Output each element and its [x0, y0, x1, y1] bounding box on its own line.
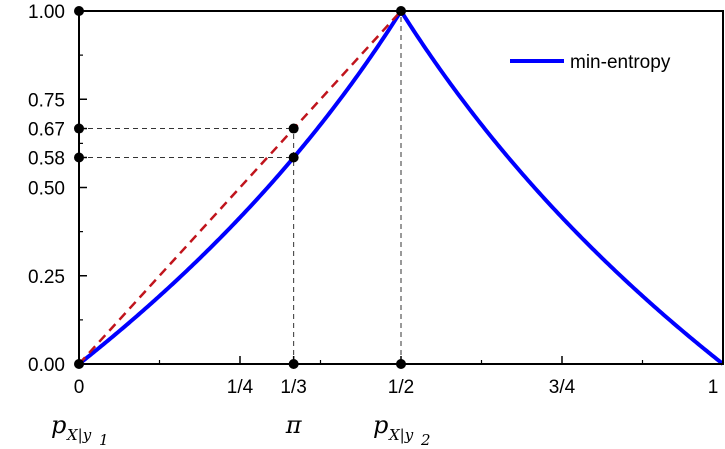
marker-points — [74, 6, 406, 369]
y-tick-label-2: 0.50 — [28, 179, 65, 200]
x-annotations: p X|y 1π p X|y 2 — [51, 411, 431, 449]
data-point-8 — [396, 6, 406, 16]
data-point-6 — [288, 123, 299, 134]
x-annotation-2: p X|y 2 — [373, 411, 431, 449]
data-point-7 — [396, 359, 406, 369]
annotation-base-2: p — [373, 411, 388, 439]
data-point-4 — [288, 359, 299, 369]
guide-lines — [79, 11, 402, 364]
y-tick-label-4: 0.67 — [28, 120, 65, 141]
annotation-sub-0: X|y — [66, 426, 92, 444]
y-tick-label-1: 0.25 — [28, 267, 65, 288]
series-1-dashed-line — [78, 10, 402, 365]
x-tick-label-3: 1/2 — [388, 377, 414, 398]
y-tick-label-0: 0.00 — [28, 355, 65, 376]
data-point-0 — [74, 359, 84, 369]
x-tick-label-5: 1 — [708, 377, 719, 398]
annotation-base-1: π — [285, 411, 303, 439]
legend-label: min-entropy — [570, 52, 671, 73]
x-tick-label-2: 1/3 — [280, 377, 306, 398]
x-annotation-0: p X|y 1 — [51, 411, 109, 449]
legend: min-entropy — [510, 52, 671, 73]
data-point-2 — [74, 123, 84, 134]
x-tick-label-1: 1/4 — [227, 377, 254, 398]
y-tick-label-5: 0.75 — [28, 90, 65, 111]
data-point-1 — [74, 152, 84, 163]
data-point-3 — [74, 6, 84, 16]
annotation-subsub-0: 1 — [99, 431, 109, 449]
x-annotation-1: π — [285, 411, 303, 439]
x-tick-labels: 0 1/4 1/3 1/2 3/4 1 — [74, 377, 719, 398]
annotation-subsub-2: 2 — [420, 431, 431, 449]
annotation-sub-2: X|y — [388, 426, 414, 444]
y-tick-label-6: 1.00 — [28, 2, 65, 23]
x-tick-label-0: 0 — [74, 377, 85, 398]
y-tick-label-3: 0.58 — [28, 148, 65, 169]
annotation-base-0: p — [51, 411, 66, 439]
x-tick-label-4: 3/4 — [549, 377, 576, 398]
data-point-5 — [288, 152, 299, 163]
y-tick-labels: 0.00 0.25 0.50 0.58 0.67 0.75 1.00 — [28, 2, 65, 376]
